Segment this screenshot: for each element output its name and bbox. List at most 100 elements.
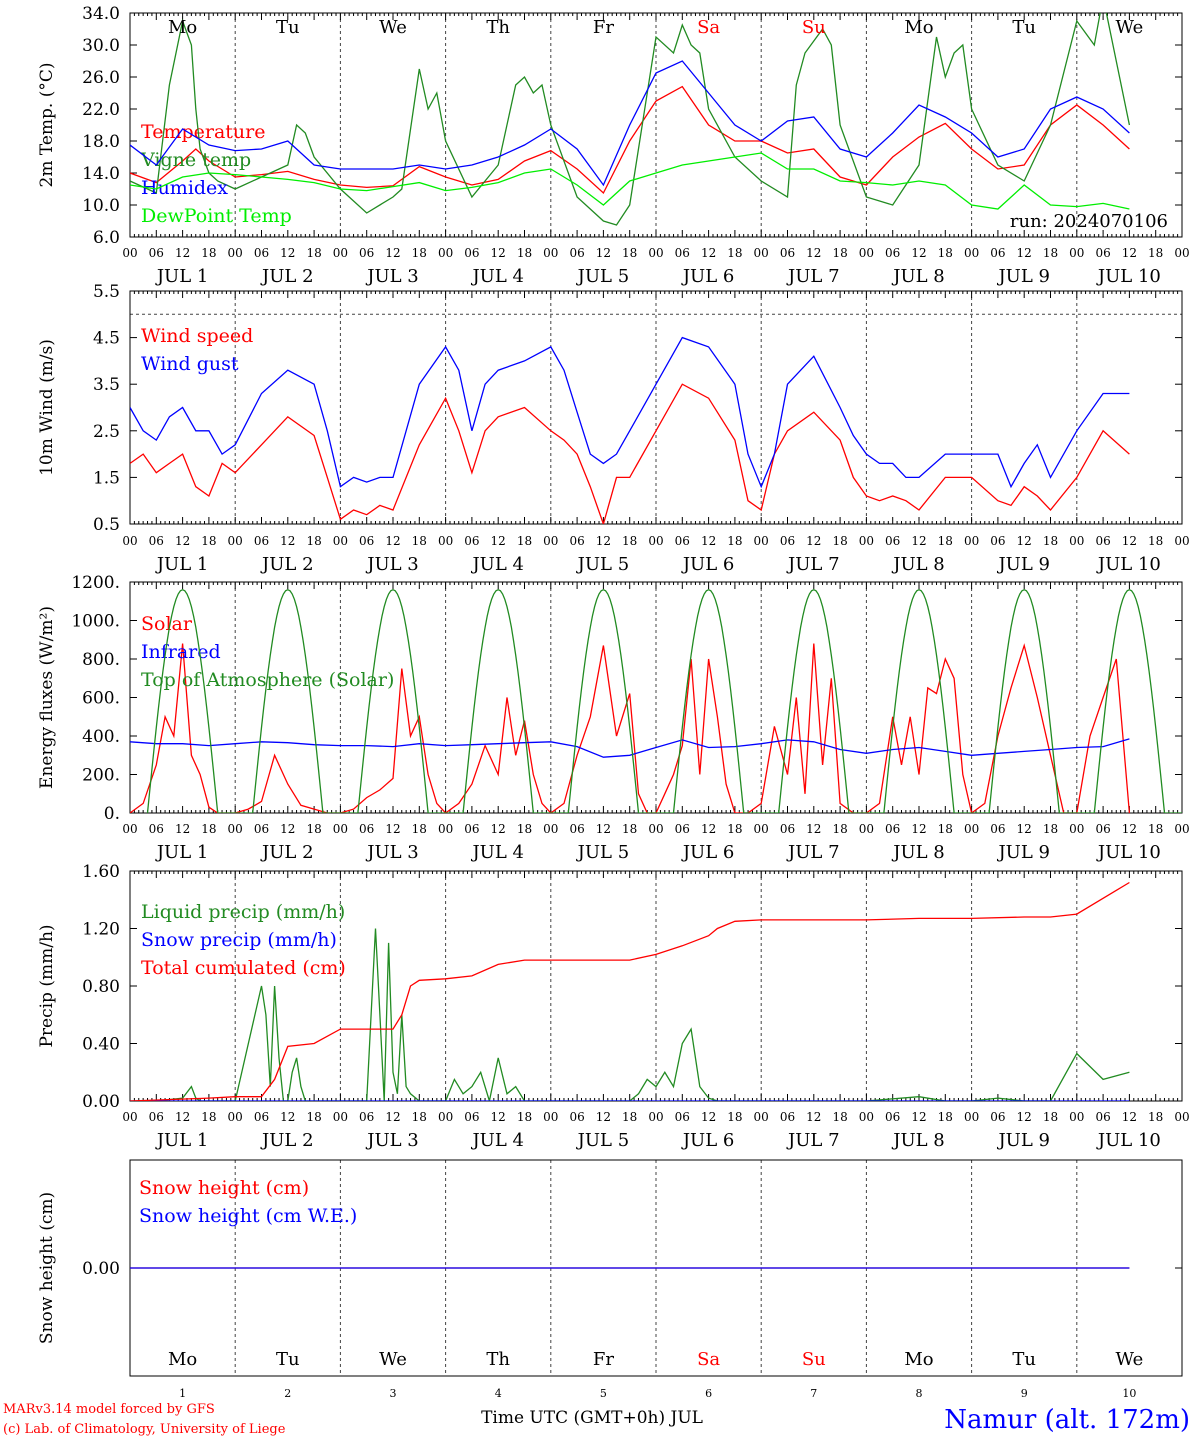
y-tick-label: 0.00 bbox=[82, 1092, 120, 1112]
hour-tick-label: 00 bbox=[648, 822, 663, 836]
hour-tick-label: 18 bbox=[517, 822, 532, 836]
weekday-label: Tu bbox=[1012, 1349, 1036, 1370]
y-tick-label: 22.0 bbox=[82, 100, 120, 120]
hour-tick-label: 00 bbox=[859, 534, 874, 548]
hour-tick-label: 12 bbox=[280, 822, 295, 836]
y-tick-label: 30.0 bbox=[82, 36, 120, 56]
hour-tick-label: 00 bbox=[1174, 1110, 1189, 1124]
legend-top-of-atmosphere-solar-: Top of Atmosphere (Solar) bbox=[141, 669, 394, 691]
weekday-label: Mo bbox=[168, 17, 197, 38]
date-label: JUL 3 bbox=[365, 266, 419, 287]
hour-tick-label: 06 bbox=[885, 1110, 900, 1124]
weekday-label: Sa bbox=[697, 1349, 720, 1370]
series-dewpoint-temp bbox=[130, 152, 1130, 210]
hour-tick-label: 06 bbox=[675, 534, 690, 548]
date-label: JUL 4 bbox=[470, 266, 524, 287]
hour-tick-label: 00 bbox=[228, 534, 243, 548]
legend-solar: Solar bbox=[141, 613, 193, 635]
date-label: JUL 3 bbox=[365, 1130, 419, 1151]
series-liquid-precip-mm-h- bbox=[130, 928, 1130, 1101]
day-number: 4 bbox=[495, 1387, 502, 1400]
hour-tick-label: 00 bbox=[438, 822, 453, 836]
hour-tick-label: 00 bbox=[438, 1110, 453, 1124]
hour-tick-label: 06 bbox=[254, 246, 269, 260]
hour-tick-label: 12 bbox=[280, 534, 295, 548]
hour-tick-label: 06 bbox=[990, 534, 1005, 548]
series-wind-gust bbox=[130, 336, 1130, 489]
date-label: JUL 3 bbox=[365, 842, 419, 863]
hour-tick-label: 12 bbox=[596, 534, 611, 548]
hour-tick-label: 18 bbox=[306, 822, 321, 836]
weekday-label: Mo bbox=[904, 1349, 933, 1370]
hour-tick-label: 12 bbox=[175, 534, 190, 548]
hour-tick-label: 12 bbox=[596, 822, 611, 836]
hour-tick-label: 06 bbox=[1095, 246, 1110, 260]
date-label: JUL 1 bbox=[155, 1130, 209, 1151]
hour-tick-label: 06 bbox=[149, 822, 164, 836]
date-label: JUL 4 bbox=[470, 554, 524, 575]
hour-tick-label: 00 bbox=[964, 534, 979, 548]
hour-tick-label: 12 bbox=[491, 1110, 506, 1124]
hour-tick-label: 12 bbox=[280, 1110, 295, 1124]
date-label: JUL 5 bbox=[576, 266, 630, 287]
hour-tick-label: 12 bbox=[175, 246, 190, 260]
hour-tick-label: 18 bbox=[727, 822, 742, 836]
hour-tick-label: 06 bbox=[1095, 534, 1110, 548]
y-axis-label: Energy fluxes (W/m²) bbox=[37, 606, 57, 789]
hour-tick-label: 12 bbox=[1122, 246, 1137, 260]
hour-tick-label: 00 bbox=[438, 246, 453, 260]
hour-tick-label: 12 bbox=[385, 534, 400, 548]
panel-1: 00 06 12 18 JUL 1 00 06 12 18 JUL 2 00 06 12 18 JUL 3 0… bbox=[37, 4, 1190, 287]
hour-tick-label: 00 bbox=[228, 1110, 243, 1124]
hour-tick-label: 06 bbox=[675, 1110, 690, 1124]
hour-tick-label: 06 bbox=[780, 822, 795, 836]
hour-tick-label: 00 bbox=[648, 246, 663, 260]
hour-tick-label: 18 bbox=[517, 1110, 532, 1124]
hour-tick-label: 00 bbox=[1174, 822, 1189, 836]
y-tick-label: 400. bbox=[82, 727, 120, 747]
run-annotation: run: 2024070106 bbox=[1010, 211, 1168, 232]
hour-tick-label: 18 bbox=[1043, 534, 1058, 548]
weekday-label: Tu bbox=[1012, 17, 1036, 38]
hour-tick-label: 12 bbox=[701, 1110, 716, 1124]
hour-tick-label: 06 bbox=[1095, 822, 1110, 836]
hour-tick-label: 12 bbox=[175, 822, 190, 836]
y-tick-label: 800. bbox=[82, 650, 120, 670]
date-label: JUL 9 bbox=[996, 1130, 1050, 1151]
hour-tick-label: 06 bbox=[675, 822, 690, 836]
date-label: JUL 8 bbox=[891, 1130, 945, 1151]
legend-liquid-precip-mm-h-: Liquid precip (mm/h) bbox=[141, 901, 345, 923]
hour-tick-label: 12 bbox=[1122, 534, 1137, 548]
date-label: JUL 9 bbox=[996, 554, 1050, 575]
y-axis-label: 2m Temp. (°C) bbox=[37, 62, 57, 187]
hour-tick-label: 06 bbox=[464, 534, 479, 548]
hour-tick-label: 18 bbox=[1043, 1110, 1058, 1124]
hour-tick-label: 00 bbox=[754, 534, 769, 548]
weekday-label: We bbox=[1116, 17, 1144, 38]
weekday-label: Th bbox=[486, 17, 510, 38]
weekday-label: Sa bbox=[697, 17, 720, 38]
date-label: JUL 6 bbox=[681, 842, 735, 863]
hour-tick-label: 18 bbox=[938, 1110, 953, 1124]
hour-tick-label: 00 bbox=[1069, 534, 1084, 548]
hour-tick-label: 00 bbox=[543, 534, 558, 548]
hour-tick-label: 18 bbox=[201, 822, 216, 836]
hour-tick-label: 00 bbox=[228, 822, 243, 836]
hour-tick-label: 12 bbox=[911, 534, 926, 548]
hour-tick-label: 00 bbox=[122, 534, 137, 548]
panel-4: 00 06 12 18 JUL 1 00 06 12 18 JUL 2 00 06 12 18 JUL 3 0… bbox=[37, 862, 1190, 1151]
hour-tick-label: 12 bbox=[175, 1110, 190, 1124]
hour-tick-label: 12 bbox=[491, 534, 506, 548]
weekday-label: Fr bbox=[593, 1349, 614, 1370]
hour-tick-label: 00 bbox=[438, 534, 453, 548]
hour-tick-label: 18 bbox=[306, 1110, 321, 1124]
model-credit: MARv3.14 model forced by GFS bbox=[3, 1402, 215, 1417]
hour-tick-label: 18 bbox=[1148, 246, 1163, 260]
hour-tick-label: 12 bbox=[491, 246, 506, 260]
date-label: JUL 7 bbox=[786, 842, 840, 863]
panel-3: 00 06 12 18 JUL 1 00 06 12 18 JUL 2 00 06 12 18 JUL 3 0… bbox=[37, 573, 1190, 863]
date-label: JUL 10 bbox=[1096, 842, 1161, 863]
hour-tick-label: 06 bbox=[149, 246, 164, 260]
hour-tick-label: 18 bbox=[201, 1110, 216, 1124]
